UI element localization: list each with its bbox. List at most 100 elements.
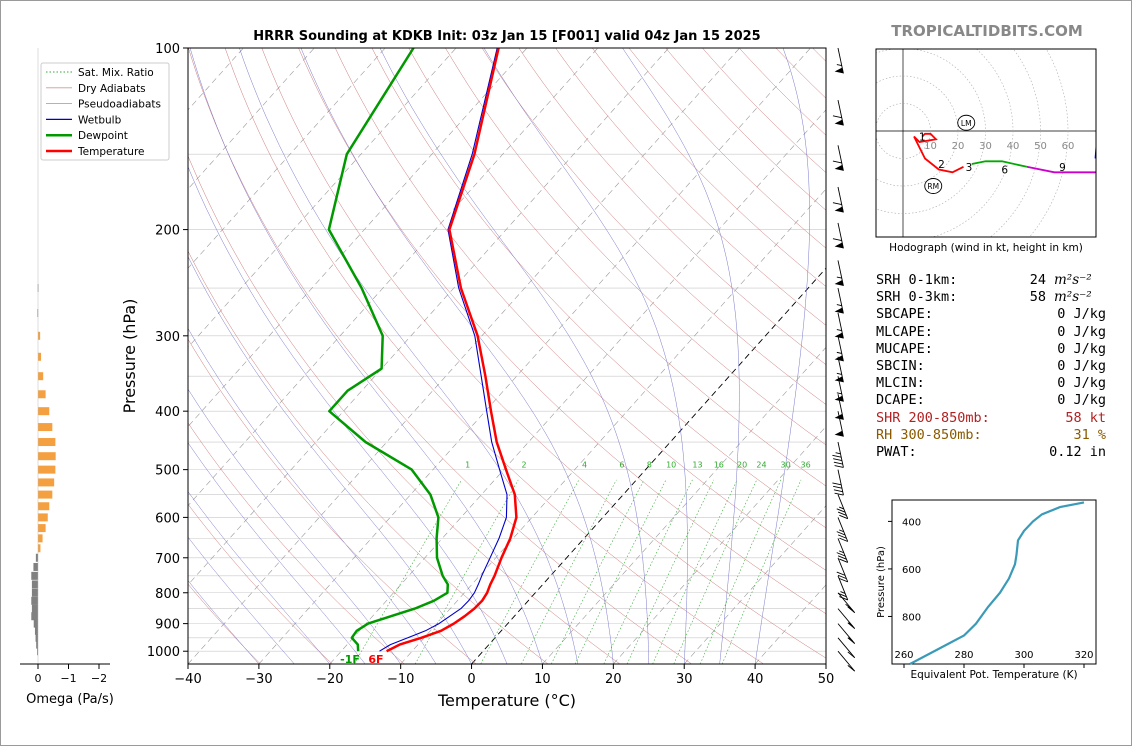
pseudoadiabat [188, 491, 330, 664]
omega-bar [31, 571, 38, 580]
barb-pennant [834, 355, 844, 362]
mixing-ratio-label: 1 [465, 461, 470, 470]
hodograph-height-label: 1 [919, 132, 926, 144]
theta-e-x-tick-label: 260 [894, 650, 913, 661]
barb-half-flag [839, 506, 844, 510]
dry-adiabat [335, 48, 826, 571]
theta-e-x-tick-label: 300 [1014, 650, 1033, 661]
wind-barb [834, 411, 844, 437]
hodograph-ring-label: 30 [979, 141, 992, 152]
barb-flag [847, 651, 856, 659]
stat-row: DCAPE: 0 J/kg [876, 392, 1106, 409]
stat-value: 58 kt [1065, 409, 1106, 426]
wind-barb [832, 469, 844, 496]
omega-bar [38, 524, 46, 533]
stat-row: PWAT: 0.12 in [876, 444, 1106, 461]
theta-e-y-tick-label: 600 [902, 565, 921, 576]
omega-bar [38, 423, 53, 432]
omega-bar [38, 452, 56, 461]
barb-staff [837, 517, 849, 542]
pseudoadiabat [188, 256, 472, 664]
barb-staff [837, 441, 844, 468]
skewt-ylabel: Pressure (hPa) [120, 299, 139, 414]
barb-flag [834, 492, 844, 496]
wind-barb [834, 312, 844, 339]
barb-staff [837, 575, 849, 601]
omega-bar [38, 544, 41, 553]
y-tick-label: 800 [155, 587, 180, 602]
dry-adiabat [518, 48, 826, 366]
stat-value: 31 % [1073, 426, 1106, 443]
omega-tick-label: −1 [60, 672, 76, 685]
barb-flag [845, 603, 853, 611]
hodograph-ring [876, 49, 986, 214]
hodograph-height-label: 6 [1001, 165, 1008, 177]
omega-bar [38, 513, 48, 522]
wind-barb [832, 222, 844, 249]
wind-barb [832, 100, 844, 126]
barb-staff [837, 637, 856, 658]
dry-adiabat [702, 48, 826, 173]
stat-value: 0 J/kg [1057, 358, 1106, 375]
barb-pennant [834, 430, 844, 437]
barb-flag [832, 482, 842, 486]
pseudoadiabat [188, 166, 508, 664]
barb-pennant [834, 307, 844, 314]
pseudoadiabat [188, 388, 401, 664]
y-tick-label: 100 [155, 42, 180, 57]
theta-e-xlabel: Equivalent Pot. Temperature (K) [910, 669, 1077, 681]
isotherm-line [188, 48, 669, 586]
mixing-ratio-label: 20 [737, 461, 747, 470]
theta-e-panel: 260 280 300 320 400 600 800 Equivalent Pot. Te… [876, 499, 1097, 681]
wind-barb [836, 557, 849, 583]
y-tick-label: 700 [155, 552, 180, 567]
hodograph-segment [913, 136, 964, 174]
barb-flag [847, 622, 856, 629]
pseudoadiabat [300, 48, 614, 664]
x-tick-label: 20 [605, 672, 622, 687]
y-tick-label: 400 [155, 405, 180, 420]
x-tick-label: 30 [676, 672, 693, 687]
hodograph-ring-label: 60 [1062, 141, 1075, 152]
theta-e-x-tick-label: 320 [1074, 650, 1093, 661]
dry-adiabat [628, 48, 826, 249]
omega-bar [38, 465, 56, 474]
dry-adiabat [188, 155, 621, 664]
isotherm-line [329, 109, 826, 664]
stat-row: MUCAPE: 0 J/kg [876, 341, 1106, 358]
barb-flag [836, 571, 846, 576]
dry-adiabat [298, 48, 826, 615]
stat-label: MLCAPE: [876, 323, 933, 340]
stat-label: SBCAPE: [876, 306, 933, 323]
isotherm-line [400, 188, 826, 664]
stat-label: RH 300-850mb: [876, 426, 982, 443]
hodograph-ring-label: 20 [952, 141, 965, 152]
barb-flag [832, 238, 842, 242]
wind-barb [836, 494, 849, 520]
barb-half-flag [835, 452, 841, 455]
barb-half-flag [836, 64, 842, 67]
barb-flag [833, 489, 843, 493]
legend-label: Temperature [77, 146, 145, 158]
theta-e-line [909, 501, 1085, 665]
mixing-ratio-label: 16 [714, 461, 724, 470]
isotherm-line [188, 48, 528, 427]
mixing-ratio-label: 4 [582, 461, 587, 470]
hodograph-segment [913, 132, 938, 143]
stat-row: SBCIN: 0 J/kg [876, 358, 1106, 375]
x-tick-label: 0 [467, 672, 475, 687]
zero-isotherm [471, 267, 826, 664]
watermark: TROPICALTIDBITS.COM [891, 22, 1083, 40]
storm-motion-label: RM [927, 182, 939, 191]
omega-bar [35, 553, 38, 562]
hodograph-segment [1026, 165, 1096, 174]
stat-row: RH 300-850mb: 31 % [876, 427, 1106, 444]
barb-flag [836, 552, 846, 557]
hodograph-ring [876, 103, 931, 159]
barb-flag [832, 160, 842, 164]
stat-row: MLCIN: 0 J/kg [876, 375, 1106, 392]
mixing-ratio-line [652, 479, 738, 664]
surface-dewpoint-label: -1F [340, 653, 360, 666]
barb-pennant [834, 242, 844, 249]
storm-motion-label: LM [961, 119, 972, 128]
